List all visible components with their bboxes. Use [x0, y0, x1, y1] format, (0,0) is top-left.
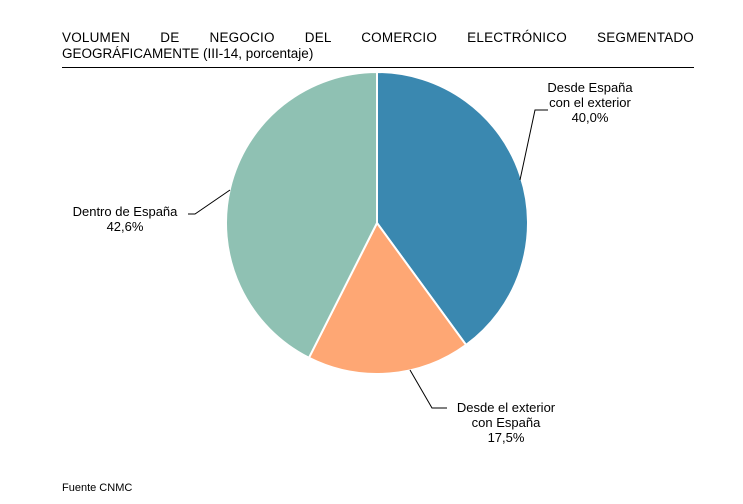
leader-line-2 — [188, 189, 231, 215]
source-note: Fuente CNMC — [62, 482, 133, 494]
pie-slice-1 — [307, 221, 468, 375]
slice-label-2-line-0: Dentro de España — [73, 204, 179, 219]
slice-value-label-0: 40,0% — [572, 110, 609, 125]
slice-value-label-1: 17,5% — [488, 430, 525, 445]
leader-line-1 — [409, 369, 447, 409]
slice-label-1-line-1: con España — [472, 415, 541, 430]
slice-label-0-line-0: Desde España — [547, 80, 633, 95]
chart-title-line-1: VOLUMEN DE NEGOCIO DEL COMERCIO ELECTRÓN… — [62, 30, 694, 45]
slice-label-0-line-1: con el exterior — [549, 95, 631, 110]
leader-line-0 — [519, 109, 548, 181]
chart-title-line-2: GEOGRÁFICAMENTE (III-14, porcentaje) — [62, 46, 314, 61]
slice-value-label-2: 42,6% — [107, 219, 144, 234]
title-underline — [62, 67, 694, 68]
pie-slice-2 — [225, 70, 378, 360]
slice-label-1-line-0: Desde el exterior — [457, 400, 556, 415]
